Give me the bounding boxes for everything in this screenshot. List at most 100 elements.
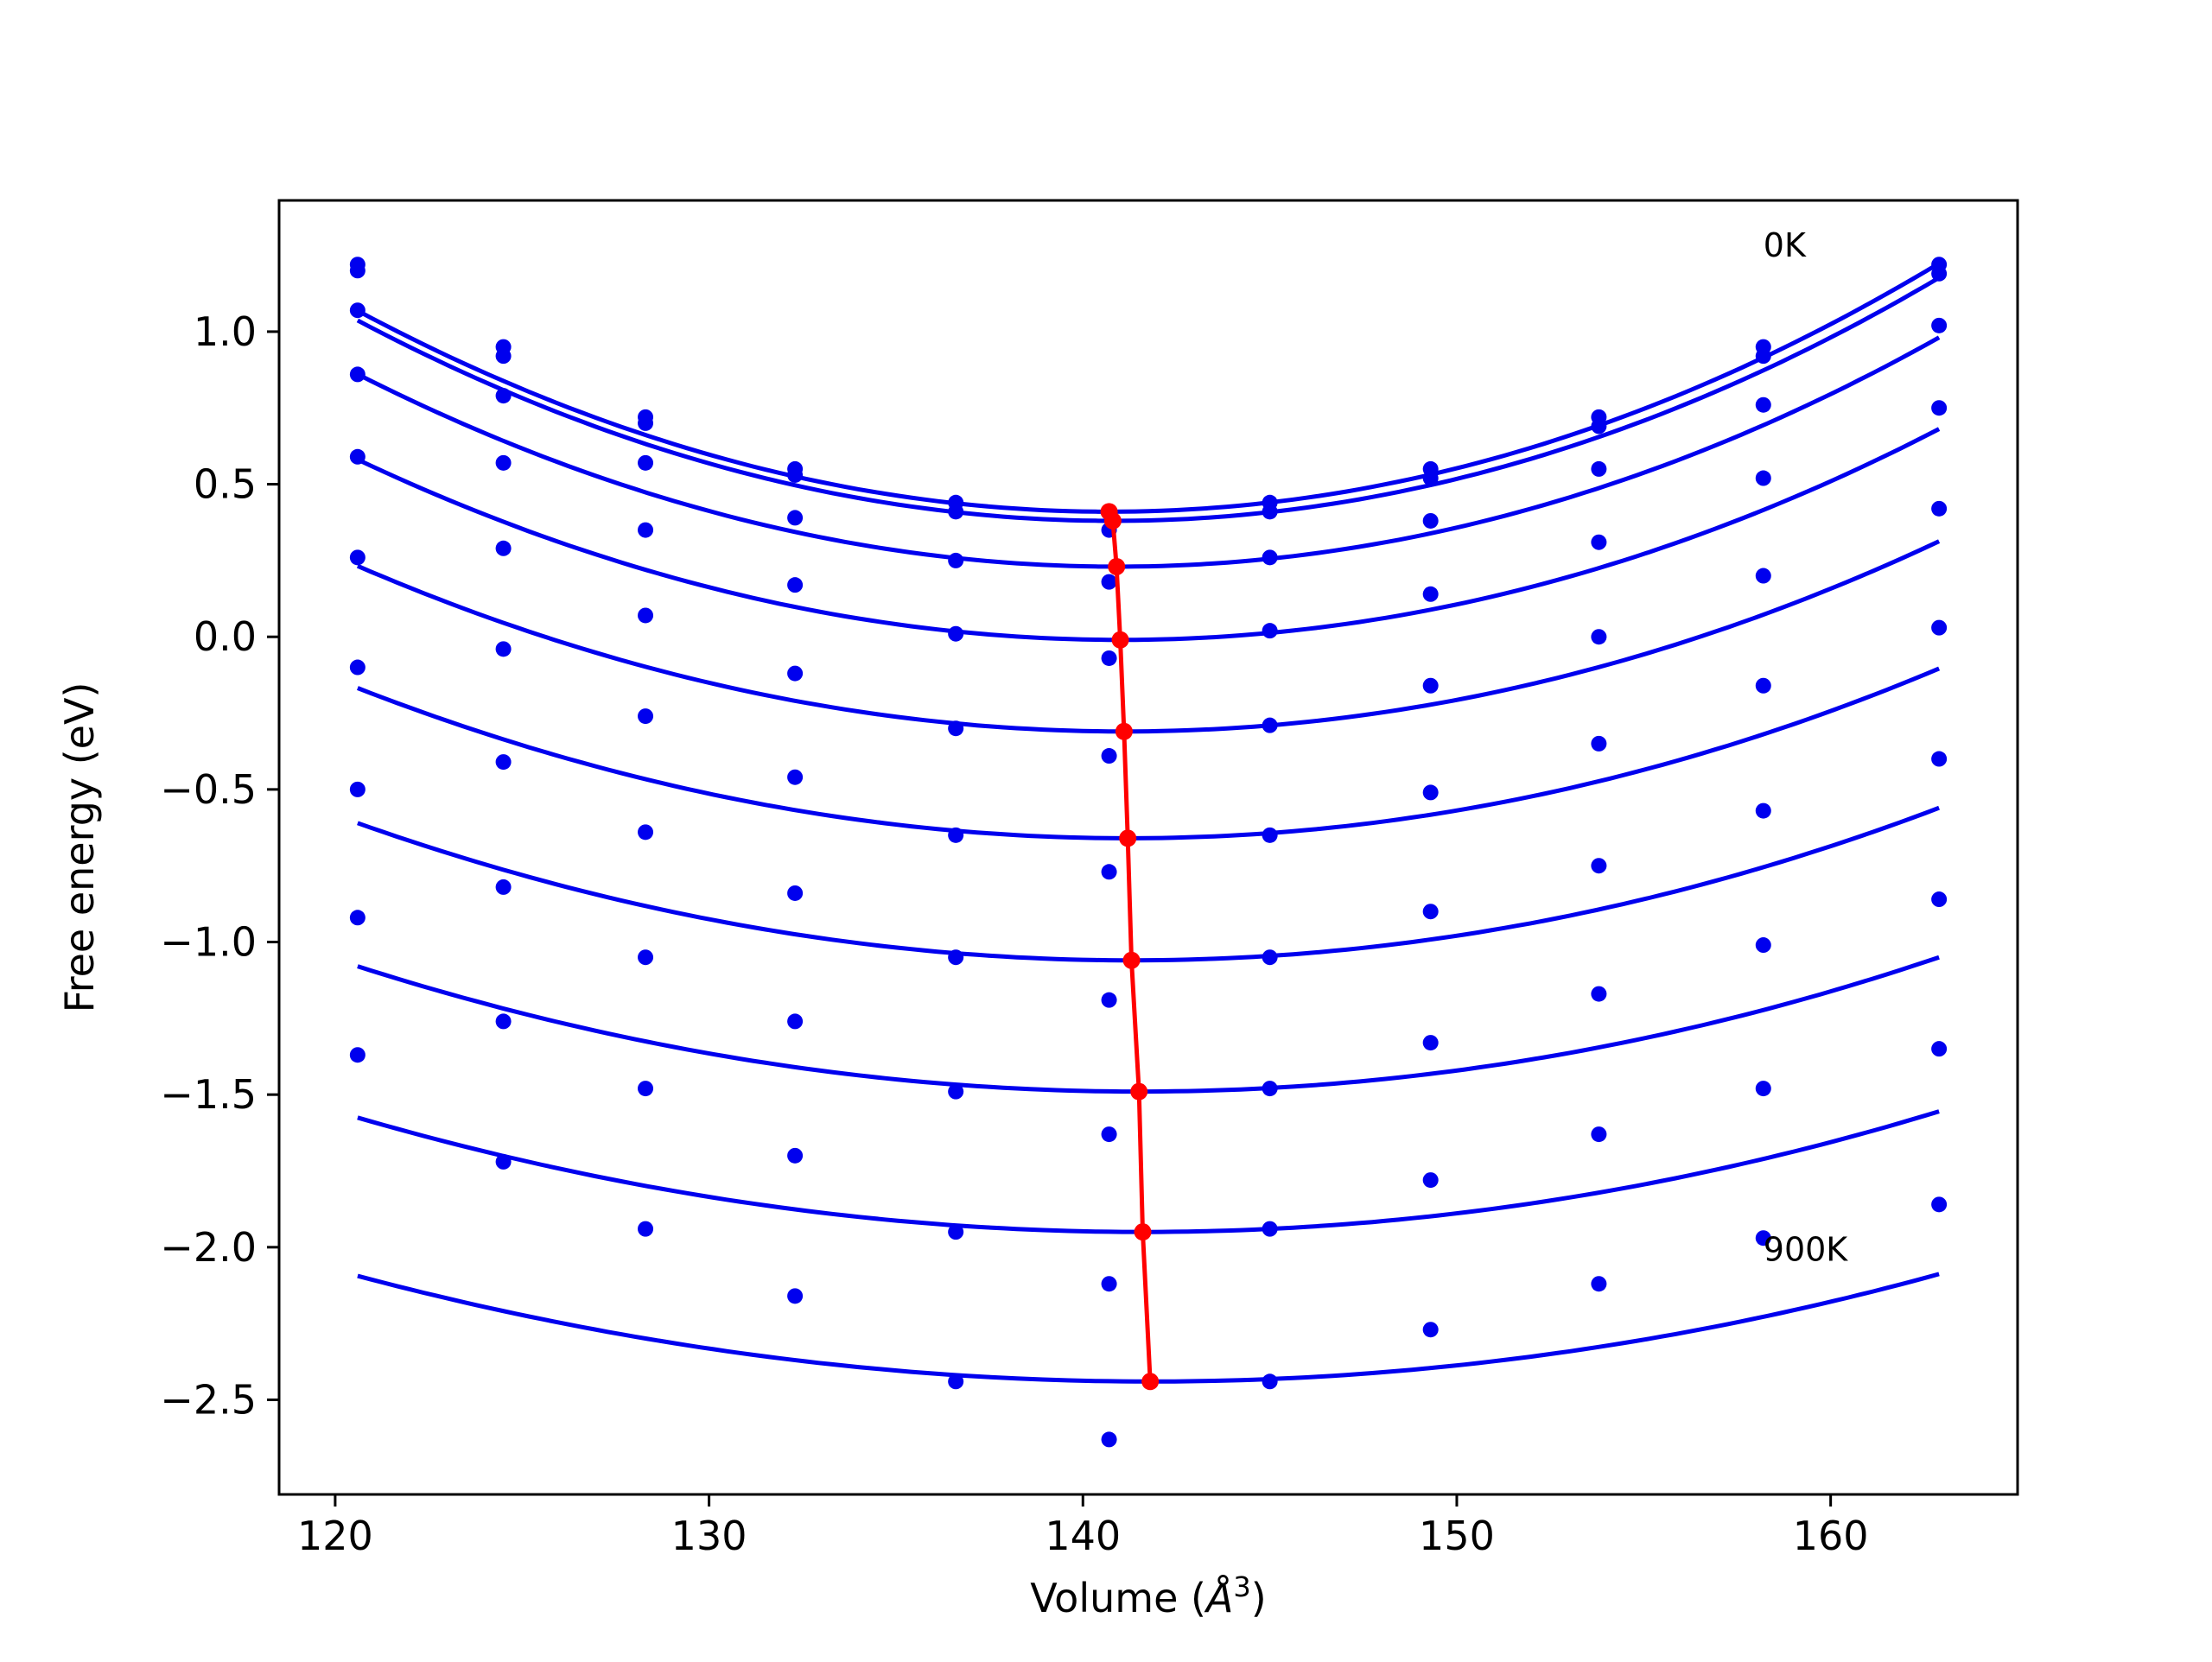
data-point-2-6 <box>1262 549 1278 566</box>
data-point-6-8 <box>1591 858 1607 874</box>
data-point-8-10 <box>1931 1041 1948 1057</box>
data-point-4-0 <box>349 448 365 465</box>
annotations: 0K 900K <box>1764 226 1849 1268</box>
data-point-6-9 <box>1755 802 1771 819</box>
x-axis-label-exponent: 3 <box>1233 1570 1250 1603</box>
minimum-point-4 <box>1115 722 1133 740</box>
data-point-8-4 <box>948 1224 964 1240</box>
data-point-6-10 <box>1931 751 1948 767</box>
minimum-point-8 <box>1134 1223 1152 1241</box>
data-point-5-9 <box>1755 677 1771 694</box>
data-point-1-6 <box>1262 504 1278 520</box>
y-axis-label: Free energy (eV) <box>56 682 103 1013</box>
y-tick-label-4: −1.0 <box>160 919 257 966</box>
data-point-5-0 <box>349 549 365 566</box>
data-point-6-6 <box>1262 949 1278 966</box>
data-point-4-4 <box>948 720 964 737</box>
axes-frame <box>277 199 2019 1496</box>
data-point-3-2 <box>638 522 654 538</box>
data-point-7-7 <box>1422 1035 1439 1051</box>
minimum-point-5 <box>1119 829 1137 847</box>
fit-curve-3 <box>356 427 1941 643</box>
x-tick-label-4: 160 <box>1793 1513 1869 1559</box>
data-point-2-4 <box>948 552 964 568</box>
data-point-8-8 <box>1591 1126 1607 1143</box>
minimum-point-1 <box>1103 511 1122 530</box>
data-point-4-7 <box>1422 677 1439 694</box>
data-point-5-6 <box>1262 827 1278 843</box>
data-point-3-0 <box>349 366 365 383</box>
data-point-9-7 <box>1422 1322 1439 1338</box>
x-tick-label-2: 140 <box>1045 1513 1121 1559</box>
data-point-5-5 <box>1101 864 1117 880</box>
x-axis-label-symbol: Å <box>1204 1575 1233 1621</box>
data-point-6-1 <box>495 754 512 771</box>
x-tick-label-1: 130 <box>671 1513 747 1559</box>
minimum-line <box>1107 511 1153 1382</box>
data-point-4-2 <box>638 607 654 624</box>
data-point-1-7 <box>1422 470 1439 486</box>
data-point-4-5 <box>1101 748 1117 764</box>
data-point-1-4 <box>948 504 964 520</box>
data-point-1-0 <box>349 263 365 279</box>
data-point-3-8 <box>1591 534 1607 550</box>
minimum-line-group <box>1100 503 1160 1391</box>
y-tick-label-1: 0.5 <box>194 461 257 508</box>
data-point-5-4 <box>948 827 964 843</box>
data-point-9-6 <box>1262 1373 1278 1390</box>
y-tick-label-7: −2.5 <box>160 1376 257 1423</box>
data-point-1-9 <box>1755 348 1771 365</box>
data-point-6-5 <box>1101 992 1117 1008</box>
fit-curve-1 <box>356 276 1941 523</box>
y-tick-label-6: −2.0 <box>160 1224 257 1271</box>
data-point-6-2 <box>638 824 654 841</box>
data-point-9-3 <box>787 1288 804 1304</box>
data-point-2-8 <box>1591 460 1607 477</box>
data-point-6-3 <box>787 885 804 901</box>
y-tick-label-0: 1.0 <box>194 308 257 355</box>
data-point-1-3 <box>787 466 804 483</box>
data-point-4-8 <box>1591 629 1607 645</box>
data-point-3-4 <box>948 625 964 642</box>
data-point-4-10 <box>1931 500 1948 517</box>
data-point-3-6 <box>1262 623 1278 639</box>
data-point-3-10 <box>1931 400 1948 416</box>
data-point-8-3 <box>787 1147 804 1164</box>
data-point-1-1 <box>495 348 512 365</box>
data-point-7-6 <box>1262 1081 1278 1097</box>
data-point-2-10 <box>1931 317 1948 333</box>
data-point-5-2 <box>638 708 654 725</box>
fit-curve-0 <box>356 261 1941 514</box>
data-point-3-5 <box>1101 650 1117 666</box>
data-point-6-7 <box>1422 904 1439 920</box>
data-point-3-7 <box>1422 586 1439 602</box>
x-axis-ticks: 120 130 140 150 160 <box>297 1494 1869 1559</box>
data-point-4-9 <box>1755 568 1771 584</box>
data-point-7-2 <box>638 949 654 966</box>
data-point-9-9 <box>1755 1230 1771 1246</box>
y-tick-label-5: −1.5 <box>160 1071 257 1118</box>
annotation-0: 0K <box>1764 226 1807 264</box>
minimum-point-3 <box>1111 631 1129 649</box>
data-point-3-9 <box>1755 470 1771 486</box>
data-point-9-5 <box>1101 1431 1117 1448</box>
data-point-4-6 <box>1262 717 1278 733</box>
data-point-8-6 <box>1262 1221 1278 1237</box>
data-point-1-2 <box>638 415 654 431</box>
data-point-9-1 <box>495 1153 512 1170</box>
data-point-1-10 <box>1931 265 1948 282</box>
minimum-point-2 <box>1108 557 1126 575</box>
fit-curve-5 <box>356 666 1941 841</box>
data-point-3-3 <box>787 577 804 593</box>
data-point-7-4 <box>948 1083 964 1100</box>
data-point-9-4 <box>948 1373 964 1390</box>
x-tick-label-0: 120 <box>297 1513 373 1559</box>
minimum-point-9 <box>1141 1373 1160 1391</box>
fit-curve-2 <box>356 335 1941 569</box>
data-point-8-0 <box>349 910 365 926</box>
data-point-5-8 <box>1591 735 1607 752</box>
y-tick-label-2: 0.0 <box>194 613 257 660</box>
data-point-8-9 <box>1755 1081 1771 1097</box>
